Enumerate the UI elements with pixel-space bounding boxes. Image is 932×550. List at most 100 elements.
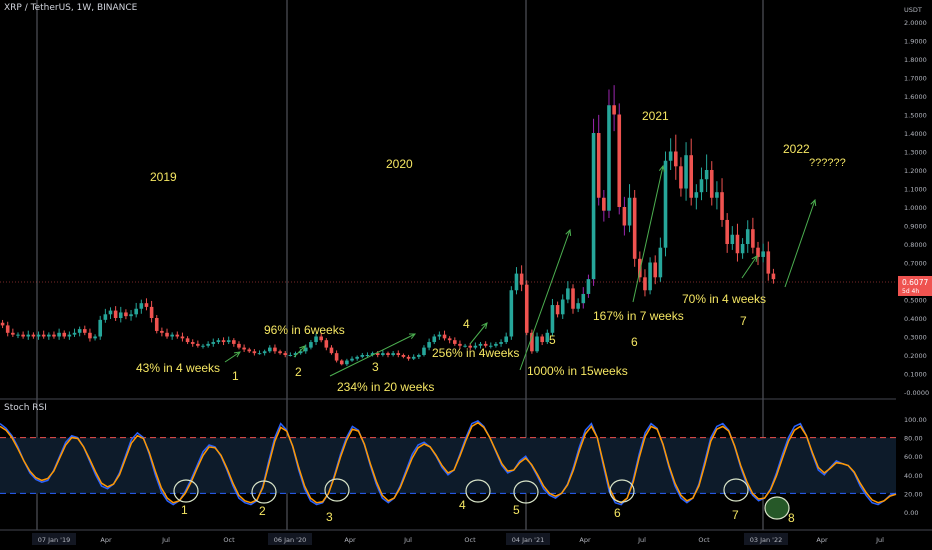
- candle-body: [62, 332, 67, 337]
- candle-body: [268, 347, 272, 352]
- time-tick-bg: [506, 533, 550, 545]
- candle-body: [82, 329, 87, 333]
- oversold-circle: [609, 479, 635, 503]
- trend-arrow: [632, 165, 664, 303]
- time-tick-label: 06 Jan '20: [274, 536, 306, 544]
- candle-body: [0, 322, 5, 326]
- candle-body: [478, 343, 483, 346]
- time-tick-label: Apr: [100, 536, 112, 544]
- price-tick-label: 0.7000: [904, 260, 927, 268]
- cycle-number-rsi: 6: [614, 506, 621, 520]
- candle-body: [273, 347, 277, 352]
- time-tick-label: Oct: [698, 536, 710, 544]
- candle-body: [663, 160, 668, 248]
- cycle-number-price: 2: [295, 365, 302, 379]
- candle-body: [391, 353, 395, 355]
- year-label: 2019: [150, 170, 177, 184]
- time-tick-label: 03 Jan '22: [750, 536, 782, 544]
- candle-body: [72, 332, 77, 335]
- candle-body: [514, 273, 519, 291]
- cycle-number-price: 4: [463, 317, 470, 331]
- candle-body: [648, 262, 652, 291]
- candle-body: [185, 338, 190, 343]
- price-tick-label: -0.0000: [904, 389, 929, 397]
- cycle-number-rsi: 3: [326, 510, 333, 524]
- candle-body: [303, 347, 308, 352]
- candle-body: [26, 334, 31, 337]
- candle-body: [468, 345, 473, 348]
- currency-label: USDT: [904, 6, 922, 14]
- time-tick-label: Apr: [579, 536, 591, 544]
- candle-body: [283, 353, 288, 355]
- candle-body: [190, 342, 195, 344]
- cycle-number-price: 7: [740, 314, 747, 328]
- rsi-tick-label: 40.00: [904, 472, 923, 480]
- price-tick-label: 2.0000: [904, 19, 927, 27]
- candle-body: [381, 353, 385, 355]
- candle-body: [540, 336, 544, 343]
- candle-body: [396, 353, 401, 355]
- candle-body: [237, 343, 241, 348]
- candle-body: [715, 192, 719, 198]
- price-tick-label: 1.2000: [904, 167, 927, 175]
- trend-arrowhead: [233, 351, 241, 358]
- candle-body: [632, 197, 637, 259]
- candle-body: [458, 343, 462, 346]
- cycle-number-price: 5: [549, 333, 556, 347]
- candle-body: [216, 340, 221, 343]
- candle-body: [679, 166, 683, 189]
- candle-body: [93, 336, 97, 339]
- candle-body: [247, 349, 252, 352]
- price-tick-label: 0.5000: [904, 297, 927, 305]
- candle-body: [406, 356, 411, 359]
- candle-body: [113, 310, 118, 318]
- candlestick-series: [0, 85, 776, 366]
- annotation-overlays: [173, 164, 817, 520]
- candle-body: [494, 343, 498, 346]
- cycle-number-price: 3: [372, 360, 379, 374]
- price-tick-label: 0.4000: [904, 315, 927, 323]
- trend-arrow: [293, 345, 306, 358]
- candle-body: [355, 356, 359, 359]
- trend-arrowhead: [408, 333, 417, 340]
- candle-body: [442, 334, 447, 339]
- candle-body: [293, 353, 298, 355]
- candle-body: [463, 345, 467, 347]
- gain-annotation: 167% in 7 weeks: [593, 309, 684, 323]
- candle-body: [453, 340, 457, 344]
- candle-body: [761, 251, 765, 257]
- candle-body: [653, 262, 658, 278]
- price-tick-label: 1.1000: [904, 186, 927, 194]
- candle-body: [699, 179, 704, 193]
- oversold-circle: [723, 478, 749, 502]
- price-tick-label: 0.9000: [904, 223, 927, 231]
- candle-body: [709, 170, 714, 198]
- time-tick-label: Oct: [223, 536, 235, 544]
- candle-body: [766, 251, 771, 274]
- rsi-tick-label: 0.00: [904, 509, 918, 517]
- candle-body: [201, 345, 205, 347]
- candle-body: [612, 105, 616, 115]
- candle-body: [550, 305, 555, 333]
- stoch-rsi-band: [0, 437, 896, 494]
- rsi-tick-label: 20.00: [904, 490, 923, 498]
- candle-body: [488, 345, 493, 347]
- candle-body: [211, 342, 216, 344]
- year-label: 2020: [386, 157, 413, 171]
- candle-body: [524, 284, 529, 333]
- candle-body: [262, 351, 267, 354]
- candle-body: [144, 303, 149, 307]
- time-tick-bg: [268, 533, 312, 545]
- time-tick-label: Oct: [464, 536, 476, 544]
- trend-arrow: [741, 255, 758, 279]
- candle-body: [334, 353, 339, 361]
- cycle-number-price: 6: [631, 335, 638, 349]
- cycle-number-rsi: 2: [259, 504, 266, 518]
- candle-body: [232, 340, 236, 344]
- time-tick-label: Apr: [816, 536, 828, 544]
- year-label: 2022: [783, 142, 810, 156]
- candle-body: [175, 334, 180, 337]
- symbol-title: XRP / TetherUS, 1W, BINANCE: [4, 3, 138, 13]
- candle-body: [591, 133, 596, 280]
- price-tick-label: 1.3000: [904, 149, 927, 157]
